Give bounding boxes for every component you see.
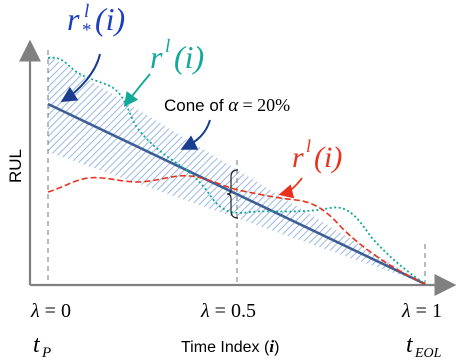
green-rul-label: r l (i) xyxy=(150,36,204,75)
cone-label: Cone of α = 20% xyxy=(164,95,290,116)
x-axis-label: Time Index (i) xyxy=(181,337,279,356)
t-eol-label: t EOL xyxy=(406,332,442,361)
red-pointer xyxy=(278,177,303,199)
t-p-label: t P xyxy=(33,332,51,361)
true-rul-line xyxy=(47,102,426,286)
y-axis-label: RUL xyxy=(6,149,25,183)
lambda-1-label: λ = 1 xyxy=(401,300,442,322)
green-pointer xyxy=(123,73,151,107)
true-rul-pointer xyxy=(60,53,101,103)
red-rul-curve xyxy=(47,174,426,285)
lambda-05-label: λ = 0.5 xyxy=(200,300,256,322)
lambda-0-label: λ = 0 xyxy=(30,300,71,322)
cone-width-bracket xyxy=(226,169,239,219)
red-rul-label: r l (i) xyxy=(292,136,342,174)
true-rul-label: r l * (i) xyxy=(67,1,125,41)
green-rul-curve xyxy=(47,56,426,285)
cone-pointer xyxy=(180,119,211,150)
